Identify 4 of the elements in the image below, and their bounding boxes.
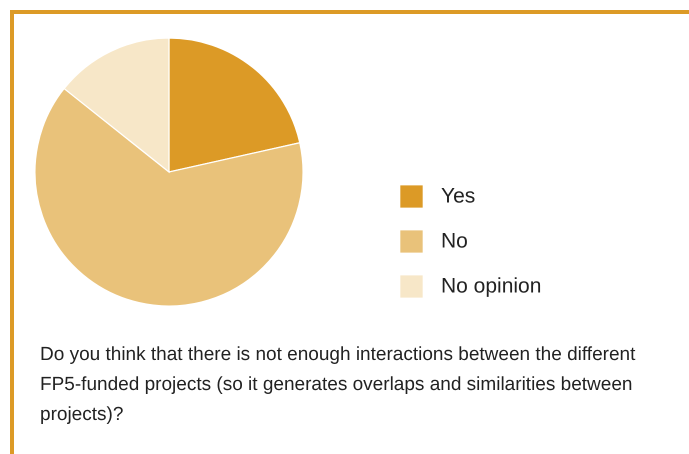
legend-label: Yes	[441, 184, 476, 208]
legend-label: No opinion	[441, 274, 542, 298]
text: Do you think that there is not enough interactions between the different FP5-funded projects (so it generates overlaps and similarities between projects)?	[40, 343, 636, 427]
legend-label: No	[441, 230, 468, 252]
